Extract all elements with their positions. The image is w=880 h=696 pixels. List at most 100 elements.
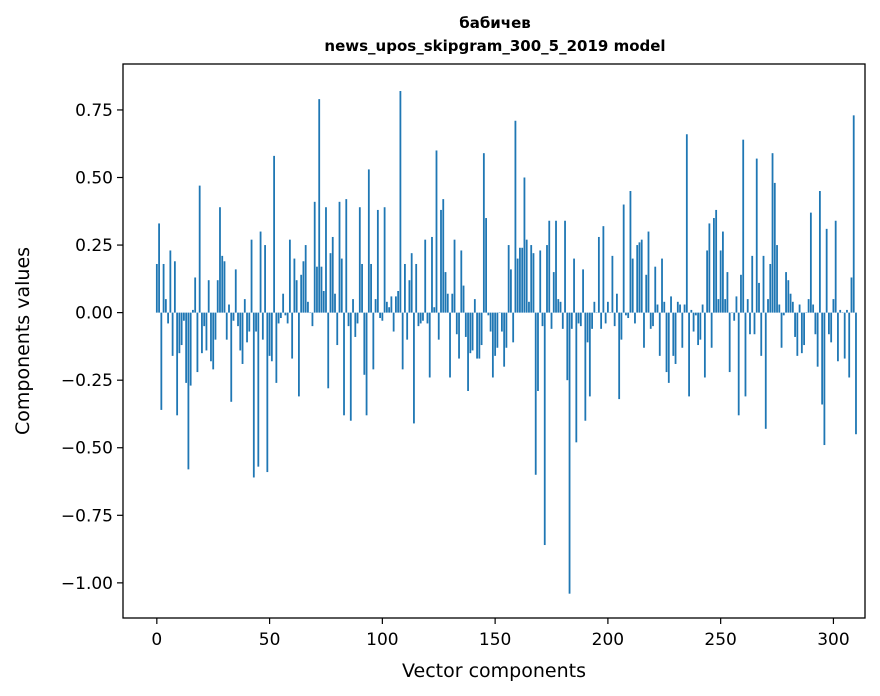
bar-component-241	[699, 312, 702, 340]
bar-component-63	[298, 312, 300, 397]
bar-component-85	[347, 312, 350, 327]
bar-component-268	[760, 312, 763, 356]
bar-component-294	[818, 191, 821, 313]
bar-component-203	[613, 312, 616, 327]
bar-component-217	[645, 274, 648, 313]
bar-component-87	[352, 299, 354, 313]
x-axis-label: Vector components	[402, 660, 586, 682]
bar-component-279	[785, 272, 787, 313]
bar-component-102	[385, 301, 388, 313]
bar-component-281	[789, 293, 792, 313]
bar-component-114	[413, 312, 415, 424]
bar-component-28	[219, 207, 221, 313]
bar-component-302	[837, 312, 839, 362]
bar-component-153	[500, 312, 503, 332]
bar-component-78	[331, 236, 334, 313]
bar-component-121	[428, 312, 431, 378]
bar-component-124	[435, 150, 438, 313]
bar-component-266	[755, 158, 758, 313]
bar-component-157	[510, 269, 512, 313]
bar-component-75	[325, 207, 327, 313]
bar-component-64	[300, 274, 303, 313]
bar-component-61	[293, 258, 296, 313]
bar-component-187	[577, 312, 580, 324]
bar-component-161	[519, 247, 521, 313]
bar-component-57	[284, 312, 287, 316]
bar-component-190	[584, 312, 587, 421]
bar-component-269	[762, 255, 765, 313]
bar-component-112	[408, 280, 411, 313]
bar-component-175	[550, 312, 553, 329]
bar-component-106	[394, 296, 397, 313]
bar-component-159	[514, 120, 517, 313]
bar-component-213	[636, 245, 639, 313]
bar-component-162	[521, 247, 524, 313]
bar-component-254	[728, 312, 731, 373]
bar-component-83	[343, 312, 345, 416]
bar-component-215	[640, 239, 643, 313]
bar-component-177	[555, 220, 557, 313]
bar-component-134	[458, 312, 460, 359]
bar-component-261	[744, 312, 747, 397]
bar-component-125	[437, 312, 440, 340]
bar-component-198	[602, 226, 605, 313]
chart-title: бабичев	[459, 14, 531, 32]
bar-component-165	[528, 301, 530, 313]
bar-component-193	[591, 312, 593, 329]
bar-component-100	[381, 312, 384, 321]
bar-component-66	[304, 245, 307, 313]
bar-component-143	[478, 312, 481, 359]
bar-component-204	[616, 293, 618, 313]
bar-component-250	[719, 250, 722, 313]
bars-group	[155, 91, 857, 594]
bar-component-13	[185, 312, 188, 383]
bar-component-262	[746, 299, 749, 313]
bar-component-39	[243, 299, 246, 313]
bar-component-205	[618, 312, 621, 400]
bar-component-185	[573, 258, 575, 313]
bar-component-119	[424, 239, 427, 313]
bar-component-9	[176, 312, 179, 416]
bar-component-224	[661, 258, 663, 313]
bar-component-6	[169, 250, 172, 313]
bar-component-76	[327, 312, 330, 389]
bar-component-10	[178, 312, 181, 354]
bar-component-77	[329, 253, 332, 313]
bar-component-287	[803, 312, 805, 346]
bar-component-298	[828, 312, 830, 335]
y-tick-label: −0.50	[61, 439, 113, 459]
bar-component-91	[361, 263, 363, 313]
bar-component-103	[388, 307, 391, 313]
bar-component-200	[606, 301, 609, 313]
bar-component-178	[557, 299, 560, 313]
bar-component-265	[753, 312, 756, 335]
bar-component-290	[809, 212, 812, 313]
bar-component-305	[843, 312, 846, 359]
bar-component-247	[712, 218, 715, 313]
bar-component-59	[288, 239, 291, 313]
bar-component-156	[507, 245, 510, 313]
bar-component-29	[221, 255, 224, 313]
bar-component-297	[825, 228, 828, 313]
bar-component-33	[230, 312, 233, 402]
bar-component-218	[647, 231, 650, 313]
y-tick-label: 0.00	[75, 304, 113, 324]
bar-component-86	[349, 312, 352, 421]
bar-component-142	[476, 312, 478, 359]
bar-component-79	[334, 293, 336, 313]
bar-component-1	[158, 223, 160, 313]
bar-component-227	[667, 312, 670, 383]
bar-component-49	[266, 312, 269, 473]
bar-component-92	[363, 312, 366, 375]
bar-component-25	[212, 312, 215, 370]
bar-component-229	[672, 312, 675, 356]
bar-component-211	[631, 258, 634, 313]
bar-component-74	[322, 291, 325, 313]
bar-component-158	[512, 312, 515, 343]
bar-component-267	[758, 282, 760, 313]
bar-component-4	[164, 299, 167, 313]
bar-component-283	[794, 312, 796, 337]
bar-component-16	[192, 309, 194, 313]
bar-component-296	[823, 312, 826, 446]
